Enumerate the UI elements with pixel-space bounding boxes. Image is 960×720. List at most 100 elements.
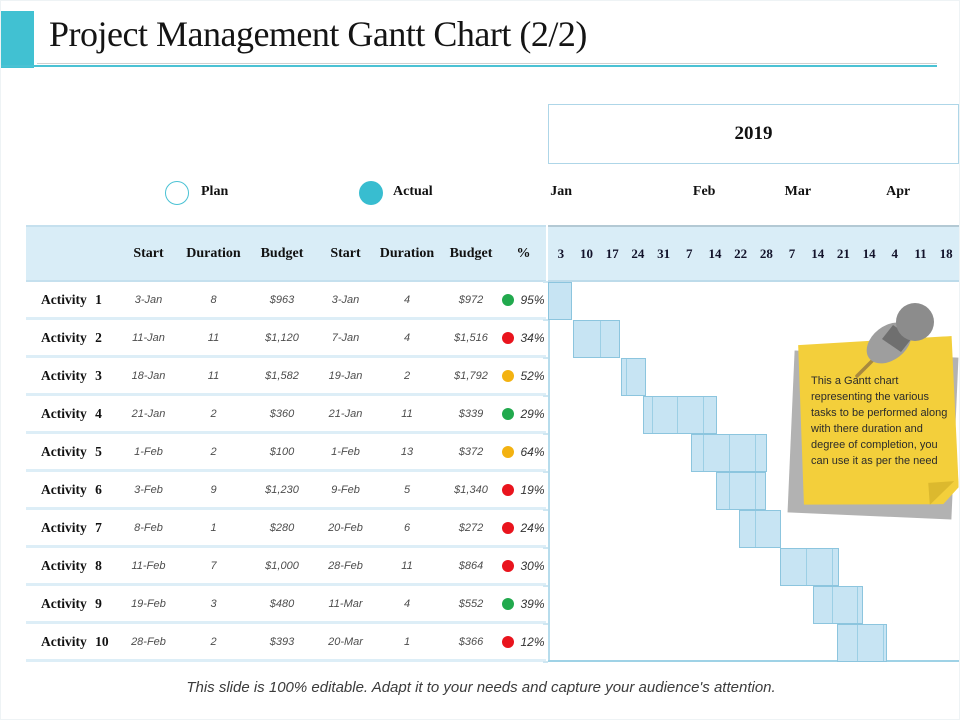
axis-tick [543, 509, 548, 511]
plan-budget-cell: $1,000 [265, 559, 299, 572]
actual-duration-cell: 13 [400, 445, 414, 458]
percent-value: 19% [520, 482, 545, 497]
activity-label: Activity 7 [41, 519, 102, 535]
plan-duration-cell: 8 [210, 293, 217, 306]
status-dot [502, 483, 515, 496]
gantt-bar-activity-9 [813, 586, 863, 624]
day-tick: 11 [914, 245, 927, 261]
pushpin-icon [855, 303, 934, 378]
gantt-bar-activity-3 [621, 358, 646, 396]
percent-cell: 19% [501, 483, 546, 497]
percent-cell: 52% [501, 369, 546, 383]
actual-duration-cell: 4 [403, 331, 411, 344]
day-tick: 7 [788, 245, 796, 261]
plan-budget-cell: $280 [269, 521, 295, 534]
percent-value: 30% [520, 558, 545, 573]
plan-duration-cell: 11 [207, 331, 220, 344]
table-row: Activity 3 18-Jan 11 $1,582 19-Jan 2 $1,… [26, 358, 546, 396]
gantt-bar-activity-1 [548, 282, 572, 320]
day-tick: 17 [605, 245, 619, 261]
axis-tick [543, 395, 548, 397]
plan-budget-cell: $1,582 [265, 369, 299, 382]
plan-legend-icon [165, 181, 189, 205]
axis-tick [543, 623, 548, 625]
plan-duration-cell: 9 [210, 483, 217, 496]
header-actual-budget: Budget [449, 245, 493, 261]
axis-tick [543, 433, 548, 435]
plan-duration-cell: 2 [210, 635, 217, 648]
gantt-bar-activity-8 [780, 548, 839, 586]
activity-label: Activity 10 [41, 633, 109, 649]
plan-duration-cell: 7 [210, 559, 217, 572]
percent-cell: 12% [501, 635, 546, 649]
status-dot [502, 407, 515, 420]
axis-tick [543, 547, 548, 549]
plan-start-cell: 28-Feb [131, 635, 166, 648]
percent-cell: 64% [501, 445, 546, 459]
actual-duration-cell: 5 [403, 483, 411, 496]
day-tick: 14 [708, 245, 722, 261]
timeline-year-box: 2019 [548, 104, 959, 164]
plan-start-cell: 11-Jan [132, 331, 165, 344]
plan-start-cell: 18-Jan [131, 369, 166, 382]
header-plan-budget: Budget [260, 245, 304, 261]
axis-tick [543, 471, 548, 473]
axis-tick [543, 319, 548, 321]
plan-budget-cell: $100 [269, 445, 295, 458]
activity-label: Activity 2 [41, 329, 102, 345]
actual-start-cell: 28-Feb [328, 559, 363, 572]
actual-budget-cell: $1,340 [454, 483, 488, 496]
plan-budget-cell: $1,120 [265, 331, 299, 344]
plan-start-cell: 11-Feb [131, 559, 166, 572]
actual-budget-cell: $552 [458, 597, 484, 610]
actual-start-cell: 20-Feb [328, 521, 363, 534]
actual-legend-icon [359, 181, 383, 205]
actual-budget-cell: $972 [458, 293, 484, 306]
actual-start-cell: 1-Feb [331, 445, 360, 458]
gantt-bar-activity-7 [739, 510, 781, 548]
actual-start-cell: 20-Mar [328, 635, 363, 648]
actual-budget-cell: $366 [458, 635, 484, 648]
plan-duration-cell: 2 [210, 407, 217, 420]
percent-value: 95% [520, 292, 545, 307]
table-row: Activity 10 28-Feb 2 $393 20-Mar 1 $366 … [26, 624, 546, 662]
plan-budget-cell: $360 [269, 407, 295, 420]
status-dot [502, 369, 515, 382]
sticky-note: This a Gantt chart representing the vari… [781, 296, 960, 521]
actual-budget-cell: $339 [458, 407, 484, 420]
status-dot [502, 597, 515, 610]
percent-cell: 95% [501, 293, 546, 307]
percent-cell: 30% [501, 559, 546, 573]
activity-label: Activity 4 [41, 405, 102, 421]
actual-start-cell: 3-Jan [331, 293, 360, 306]
plan-budget-cell: $393 [269, 635, 295, 648]
actual-start-cell: 11-Mar [328, 597, 363, 610]
table-row: Activity 6 3-Feb 9 $1,230 9-Feb 5 $1,340… [26, 472, 546, 510]
table-body: Activity 1 3-Jan 8 $963 3-Jan 4 $972 95%… [26, 282, 546, 662]
plan-legend-label: Plan [201, 184, 229, 199]
table-row: Activity 7 8-Feb 1 $280 20-Feb 6 $272 24… [26, 510, 546, 548]
activity-label: Activity 6 [41, 481, 102, 497]
gantt-bar-activity-6 [716, 472, 766, 510]
percent-value: 24% [520, 520, 545, 535]
percent-value: 12% [520, 634, 545, 649]
table-row: Activity 1 3-Jan 8 $963 3-Jan 4 $972 95% [26, 282, 546, 320]
page-title: Project Management Gantt Chart (2/2) [49, 14, 587, 54]
day-ticks: 3 10 17 24 31 7 14 22 28 7 14 21 14 4 11 18 [548, 225, 959, 282]
gantt-bar-activity-2 [573, 320, 620, 358]
sticky-note-text: This a Gantt chart representing the vari… [811, 375, 948, 467]
header-actual-start: Start [330, 245, 361, 261]
footer-text: This slide is 100% editable. Adapt it to… [186, 679, 776, 696]
percent-cell: 34% [501, 331, 546, 345]
percent-value: 39% [520, 596, 545, 611]
title-rule-gray [37, 63, 937, 64]
day-tick: 3 [557, 245, 565, 261]
gantt-bar-activity-10 [837, 624, 887, 662]
legend-row: Plan Actual Jan Feb Mar Apr [1, 165, 959, 223]
plan-duration-cell: 2 [210, 445, 217, 458]
percent-cell: 39% [501, 597, 546, 611]
header-percent: % [516, 245, 531, 261]
plan-duration-cell: 1 [210, 521, 217, 534]
status-dot [502, 445, 515, 458]
